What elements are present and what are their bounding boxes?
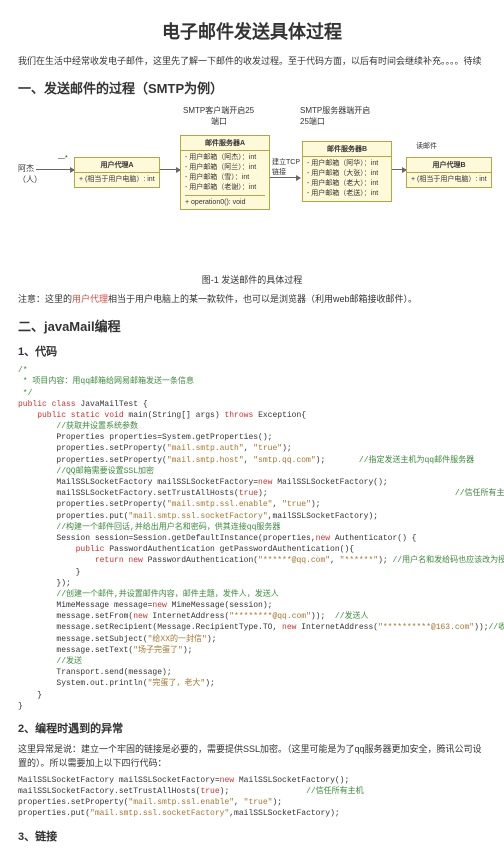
label-conn: —* (58, 155, 68, 162)
label-tcp: 建立TCP链接 (272, 157, 300, 177)
box-server-b: 邮件服务器B - 用户邮箱（阿华）：int - 用户邮箱（大张）：int - 用… (302, 141, 392, 201)
label-smtp-client: SMTP客户端开启25端口 (183, 105, 254, 127)
box-server-a: 邮件服务器A - 用户邮箱（阿杰）：int - 用户邮箱（阿兰）：int - 用… (180, 135, 270, 210)
section-2-3-title: 3、链接 (18, 828, 486, 844)
code-block-1: /* * 项目内容：用qq邮箱给网易邮箱发送一条信息 */ public cla… (18, 365, 486, 712)
section-2-title: 二、javaMail编程 (18, 316, 486, 335)
section-1-note: 注意：这里的用户代理相当于用户电脑上的某一款软件，也可以是浏览器（利用web邮箱… (18, 292, 486, 306)
page-title: 电子邮件发送具体过程 (18, 18, 486, 44)
section-2-1-title: 1、代码 (18, 343, 486, 359)
arrow-2 (160, 169, 180, 170)
label-smtp-server: SMTP服务器端开启25端口 (300, 105, 370, 127)
arrow-3 (270, 177, 300, 178)
box-agent-a: 用户代理A + (相当于用户电脑）: int (74, 157, 160, 188)
code-block-2: MailSSLSocketFactory mailSSLSocketFactor… (18, 775, 486, 820)
diagram-caption: 图-1 发送邮件的具体过程 (18, 273, 486, 287)
intro-text: 我们在生活中经常收发电子邮件，这里先了解一下邮件的收发过程。至于代码方面，以后有… (18, 54, 486, 68)
arrow-4 (392, 169, 406, 170)
box-agent-b: 用户代理B + (相当于用户电脑）: int (406, 157, 492, 188)
smtp-diagram: SMTP客户端开启25端口 SMTP服务器端开启25端口 阿杰（人） —* 用户… (18, 105, 486, 265)
label-read: 读邮件 (416, 141, 437, 151)
section-2-2-title: 2、编程时遇到的异常 (18, 720, 486, 736)
label-alice: 阿杰（人） (18, 163, 42, 185)
section-2-2-text: 这里异常是说：建立一个牢固的链接是必要的，需要提供SSL加密。（这里可能是为了q… (18, 742, 486, 771)
section-1-title: 一、发送邮件的过程（SMTP为例） (18, 78, 486, 97)
arrow-1 (36, 169, 74, 170)
